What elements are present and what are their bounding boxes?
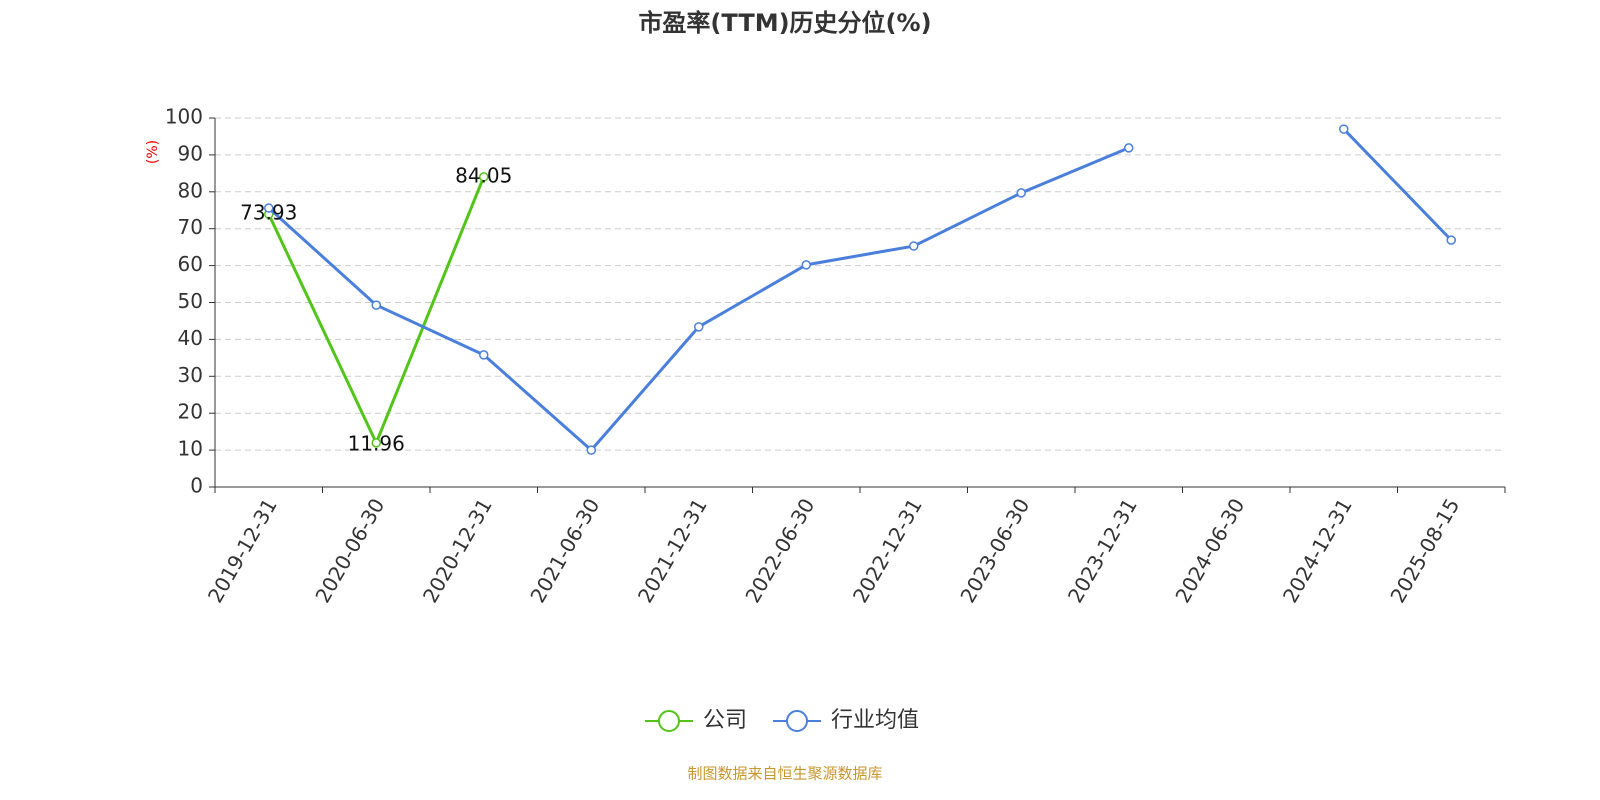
y-tick-label: 90 — [178, 141, 203, 165]
y-tick-label: 80 — [178, 178, 203, 202]
data-point — [909, 241, 919, 251]
data-point — [371, 300, 381, 310]
x-tick-label: 2019-12-31 — [203, 494, 282, 607]
x-tick-label: 2023-12-31 — [1063, 494, 1142, 607]
data-point — [1446, 235, 1456, 245]
y-tick-label: 10 — [178, 437, 203, 461]
data-point — [694, 322, 704, 332]
x-tick-label: 2020-12-31 — [418, 494, 497, 607]
legend-marker — [658, 710, 680, 732]
legend-item: 公司 — [645, 708, 747, 733]
legend-item: 行业均值 — [773, 708, 919, 733]
source-note: 制图数据来自恒生聚源数据库 — [687, 765, 882, 783]
data-label: 84.05 — [455, 163, 512, 187]
y-tick-label: 100 — [165, 105, 203, 129]
data-point — [479, 172, 489, 182]
x-tick-label: 2021-06-30 — [525, 494, 604, 607]
x-tick-label: 2025-08-15 — [1385, 494, 1464, 607]
data-point — [801, 260, 811, 270]
data-point — [1016, 188, 1026, 198]
data-point — [371, 438, 381, 448]
legend-label: 公司 — [703, 708, 747, 733]
x-tick-label: 2022-12-31 — [848, 494, 927, 607]
data-point — [479, 350, 489, 360]
y-tick-label: 30 — [178, 363, 203, 387]
x-tick-label: 2020-06-30 — [310, 494, 389, 607]
y-tick-label: 0 — [190, 474, 203, 498]
y-tick-label: 50 — [178, 289, 203, 313]
data-point — [264, 203, 274, 213]
x-tick-label: 2021-12-31 — [633, 494, 712, 607]
x-tick-label: 2022-06-30 — [740, 494, 819, 607]
data-point — [1339, 124, 1349, 134]
data-label: 11.96 — [348, 431, 405, 455]
series-line — [267, 176, 486, 447]
y-axis-label: (%) — [145, 140, 161, 164]
data-point — [1124, 143, 1134, 153]
series-line — [267, 128, 1453, 453]
legend-marker — [786, 710, 809, 732]
data-point — [586, 445, 596, 455]
data-label: 73.93 — [240, 201, 297, 225]
legend-label: 行业均值 — [831, 708, 919, 733]
y-tick-label: 70 — [178, 215, 203, 239]
y-tick-label: 40 — [178, 326, 203, 350]
y-tick-label: 20 — [178, 400, 203, 424]
chart-title: 市盈率(TTM)历史分位(%) — [638, 9, 931, 37]
x-tick-label: 2024-12-31 — [1278, 494, 1357, 607]
y-tick-label: 60 — [178, 252, 203, 276]
x-tick-label: 2023-06-30 — [955, 494, 1034, 607]
x-tick-label: 2024-06-30 — [1170, 494, 1249, 607]
